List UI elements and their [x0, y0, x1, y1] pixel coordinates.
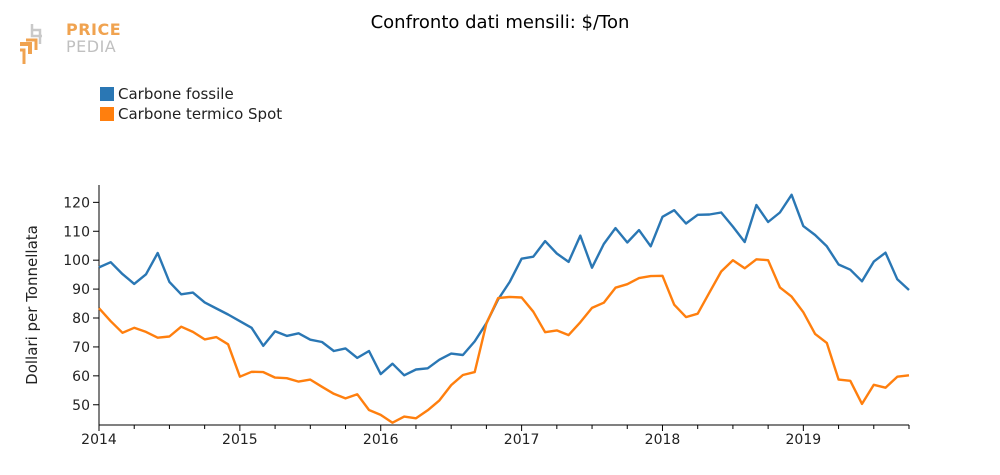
logo-text-pedia: PEDIA	[66, 37, 117, 56]
y-tick-label: 50	[72, 398, 90, 414]
y-axis: 50 60 70 80 90 100 110 120	[63, 185, 100, 425]
x-tick-label: 2019	[786, 432, 822, 448]
y-tick-label: 80	[72, 311, 90, 327]
series-line-1	[98, 193, 910, 377]
legend: Carbone fossile Carbone termico Spot	[100, 84, 282, 124]
y-tick-label: 100	[63, 253, 90, 269]
logo-text-price: PRICE	[66, 20, 122, 39]
x-tick-label: 2014	[81, 432, 117, 448]
chart-title: Confronto dati mensili: $/Ton	[370, 12, 630, 33]
legend-label-series-1: Carbone fossile	[118, 85, 234, 103]
y-tick-label: 70	[72, 340, 90, 356]
y-tick-label: 110	[63, 224, 90, 240]
legend-swatch-series-1	[100, 87, 114, 101]
x-tick-label: 2018	[645, 432, 681, 448]
y-tick-label: 120	[63, 195, 90, 211]
legend-item-carbone-termico-spot[interactable]: Carbone termico Spot	[100, 104, 282, 124]
legend-item-carbone-fossile[interactable]: Carbone fossile	[100, 84, 282, 104]
y-tick-label: 60	[72, 369, 90, 385]
legend-swatch-series-2	[100, 107, 114, 121]
x-tick-label: 2015	[222, 432, 258, 448]
y-axis-label: Dollari per Tonnellata	[23, 225, 41, 385]
x-axis: 2014 2015 2016 2017 2018 2019	[81, 424, 910, 448]
legend-label-series-2: Carbone termico Spot	[118, 105, 283, 123]
y-tick-label: 90	[72, 282, 90, 298]
series-line-2	[98, 258, 910, 424]
pricepedia-logo: PRICE PEDIA	[18, 18, 128, 68]
x-tick-label: 2016	[363, 432, 399, 448]
logo-mark-icon	[20, 24, 42, 64]
x-tick-label: 2017	[504, 432, 540, 448]
series-lines	[98, 193, 910, 424]
